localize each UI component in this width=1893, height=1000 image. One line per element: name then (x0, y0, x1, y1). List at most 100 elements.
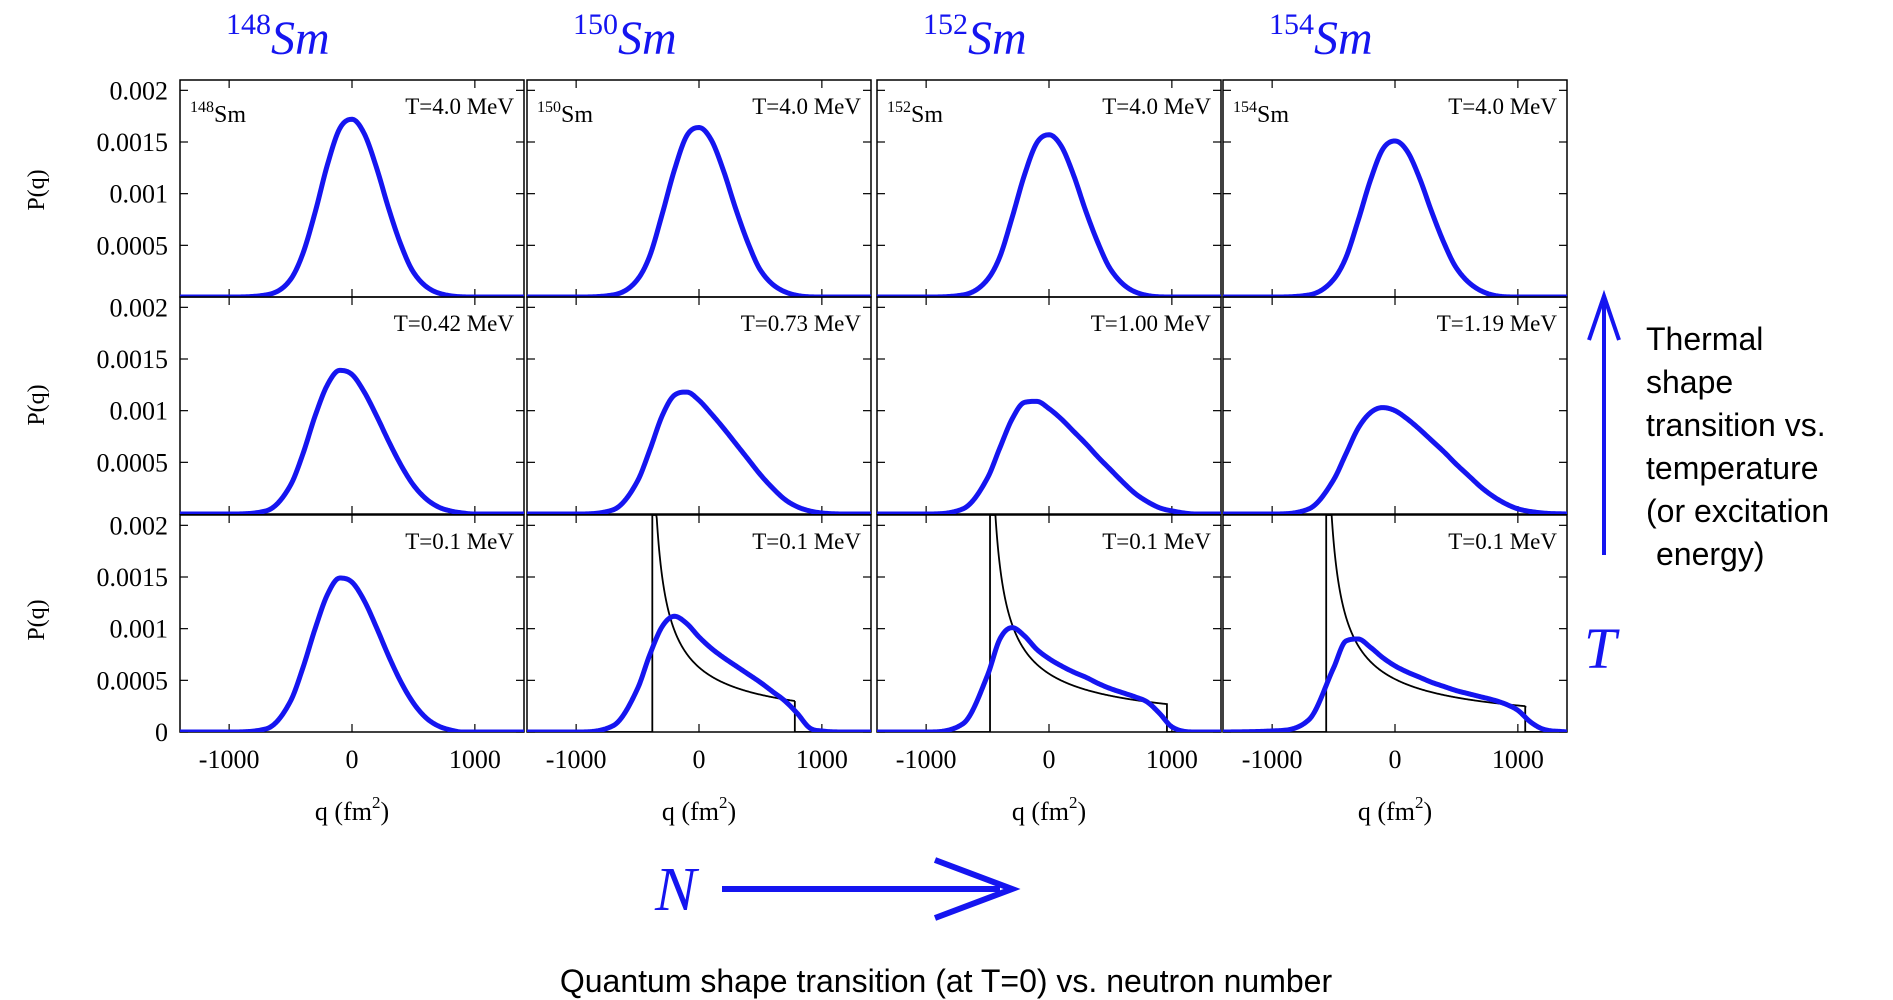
x-axis-label-end: ) (380, 797, 389, 826)
probability-curve (877, 625, 1221, 732)
x-tick-label: 1000 (796, 745, 848, 774)
panel-r0-c1: T=4.0 MeV 150Sm (526, 79, 872, 298)
x-axis-label: q (fm2) (662, 793, 736, 826)
x-tick-label: -1000 (1242, 745, 1303, 774)
panel-r1-c1: T=0.73 MeV (526, 296, 872, 515)
x-tick-label: 1000 (449, 745, 501, 774)
panel-r2-c1: -1000 0 1000 T=0.1 MeV q (fm2) (526, 514, 872, 826)
x-axis-label-end: ) (1077, 797, 1086, 826)
isotope-symbol: Sm (214, 102, 246, 128)
temperature-label: T=0.73 MeV (741, 311, 862, 336)
y-axis-label-row2: P(q) (24, 384, 50, 425)
temperature-label: T=4.0 MeV (405, 94, 514, 119)
x-axis-label-end: ) (1423, 797, 1432, 826)
isotope-label: 152Sm (887, 99, 943, 128)
n-arrow-head (933, 857, 1021, 921)
temperature-label: T=0.1 MeV (752, 529, 861, 554)
n-symbol: N (654, 856, 700, 924)
y-tick-label: 0.0015 (97, 128, 169, 157)
thermal-line-3: transition vs. (1646, 407, 1826, 443)
panel-r2-c0: -1000 0 1000 0 0.0005 0.001 0.0015 0.002 T=0.1 M… (97, 511, 525, 826)
thermal-line-1: Thermal (1646, 321, 1763, 357)
thermal-line-5: (or excitation (1646, 493, 1829, 529)
x-axis-label-base: q (fm (662, 797, 719, 826)
t-symbol: T (1584, 616, 1620, 681)
bottom-caption: Quantum shape transition (at T=0) vs. ne… (560, 963, 1333, 999)
x-tick-label: 1000 (1146, 745, 1198, 774)
temperature-label: T=0.1 MeV (1102, 529, 1211, 554)
y-tick-label: 0.0005 (97, 448, 169, 477)
isotope-mass: 154 (1233, 99, 1257, 116)
x-axis-label-base: q (fm (315, 797, 372, 826)
x-axis-label-base: q (fm (1358, 797, 1415, 826)
panel-r1-c3: T=1.19 MeV (1222, 296, 1568, 515)
thermal-arrow-head (1587, 289, 1621, 341)
panel-r0-c2: T=4.0 MeV 152Sm (876, 79, 1222, 298)
panel-r0-c0: 0.0005 0.001 0.0015 0.002 T=4.0 MeV 148Sm (97, 76, 525, 298)
temperature-label: T=0.1 MeV (405, 529, 514, 554)
temperature-label: T=4.0 MeV (752, 94, 861, 119)
column-title-symbol: Sm (968, 12, 1027, 65)
column-title-symbol: Sm (271, 12, 330, 65)
x-tick-label: 1000 (1492, 745, 1544, 774)
x-axis-label: q (fm2) (315, 793, 389, 826)
probability-curve (180, 575, 524, 732)
y-tick-label: 0.001 (110, 180, 169, 209)
x-tick-label: 0 (346, 745, 359, 774)
sharp-distribution-line (527, 515, 871, 732)
probability-curve (180, 367, 524, 514)
x-axis-label-end: ) (727, 797, 736, 826)
thermal-line-2: shape (1646, 364, 1733, 400)
isotope-mass: 152 (887, 99, 911, 116)
y-tick-label: 0.0015 (97, 563, 169, 592)
x-axis-label: q (fm2) (1012, 793, 1086, 826)
column-title-symbol: Sm (1314, 12, 1373, 65)
isotope-symbol: Sm (911, 102, 943, 128)
isotope-symbol: Sm (1257, 102, 1289, 128)
isotope-symbol: Sm (561, 102, 593, 128)
panel-r2-c3: -1000 0 1000 T=0.1 MeV q (fm2) (1222, 514, 1568, 826)
probability-curve (527, 125, 871, 297)
column-title-mass: 150 (573, 8, 618, 41)
probability-curve (180, 116, 524, 297)
neutron-annotation: N (654, 856, 1021, 924)
panel-r1-c0: 0.0005 0.001 0.0015 0.002 T=0.42 MeV (97, 293, 525, 515)
column-title-154: 154Sm (1269, 8, 1373, 65)
y-tick-label: 0.001 (110, 615, 169, 644)
y-axis-label-row1: P(q) (24, 169, 50, 210)
column-title-symbol: Sm (618, 12, 677, 65)
panel-r1-c2: T=1.00 MeV (876, 296, 1222, 515)
panel-r0-c3: T=4.0 MeV 154Sm (1222, 79, 1568, 298)
column-title-150: 150Sm (573, 8, 677, 65)
isotope-label: 148Sm (190, 99, 246, 128)
temperature-label: T=0.1 MeV (1448, 529, 1557, 554)
y-axis-label-row3: P(q) (24, 599, 50, 640)
x-tick-label: -1000 (199, 745, 260, 774)
x-axis-label: q (fm2) (1358, 793, 1432, 826)
probability-curve (1223, 138, 1567, 297)
column-titles: 148Sm 150Sm 152Sm 154Sm (226, 8, 1373, 65)
x-tick-label: 0 (1389, 745, 1402, 774)
column-title-152: 152Sm (923, 8, 1027, 65)
x-axis-label-sup: 2 (372, 793, 381, 812)
x-axis-label-sup: 2 (719, 793, 728, 812)
temperature-label: T=0.42 MeV (394, 311, 515, 336)
temperature-label: T=1.19 MeV (1437, 311, 1558, 336)
column-title-148: 148Sm (226, 8, 330, 65)
y-tick-label: 0.002 (110, 76, 169, 105)
panel-grid: 0.0005 0.001 0.0015 0.002 T=4.0 MeV 148Sm T=4.… (97, 76, 1568, 826)
probability-curve (1223, 405, 1567, 514)
x-tick-label: 0 (693, 745, 706, 774)
x-tick-label: -1000 (896, 745, 957, 774)
x-tick-label: -1000 (546, 745, 607, 774)
probability-curve (877, 398, 1221, 514)
y-tick-label: 0.001 (110, 397, 169, 426)
column-title-mass: 152 (923, 8, 968, 41)
probability-curve (1223, 636, 1567, 732)
column-title-mass: 154 (1269, 8, 1314, 41)
x-axis-label-base: q (fm (1012, 797, 1069, 826)
probability-curve (527, 389, 871, 514)
y-tick-label: 0.0015 (97, 345, 169, 374)
temperature-label: T=1.00 MeV (1091, 311, 1212, 336)
